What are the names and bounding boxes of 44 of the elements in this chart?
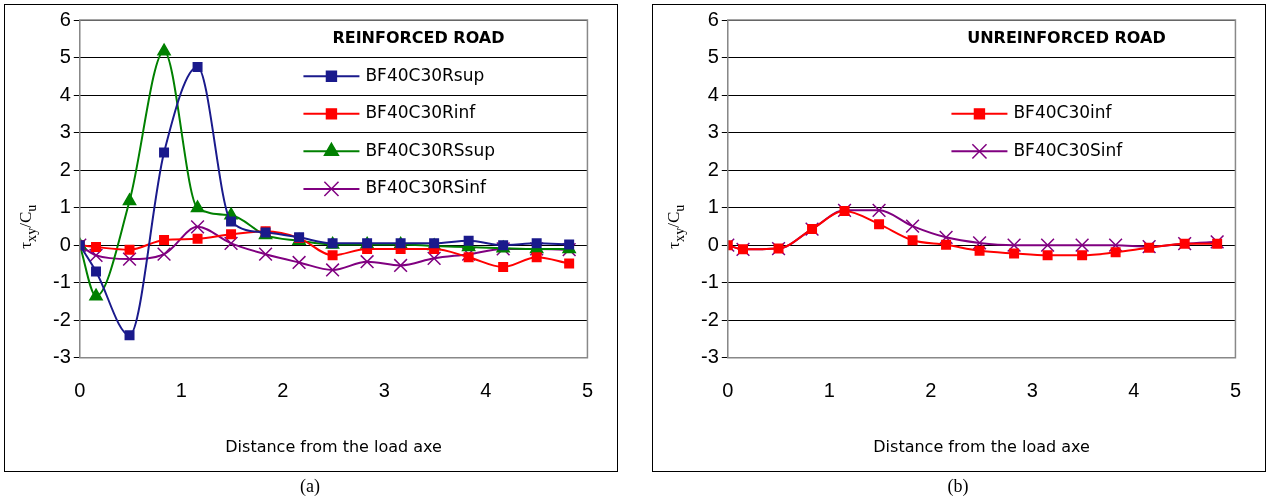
y-tick-label: 6: [707, 7, 719, 30]
text: (a): [299, 476, 321, 497]
y-tick-label: 0: [59, 232, 71, 255]
text: REINFORCED ROAD: [332, 27, 505, 47]
legend-label: BF40C30inf: [1013, 102, 1113, 123]
x-tick-label: 0: [722, 379, 734, 402]
y-tick-label: -1: [700, 270, 719, 293]
x-tick-label: 2: [277, 379, 289, 402]
y-tick-label: -1: [52, 270, 71, 293]
y-tick-label: 1: [59, 195, 71, 218]
y-tick-label: 4: [707, 82, 719, 105]
x-tick-label: 5: [581, 379, 593, 402]
x-tick-label: 5: [1229, 379, 1241, 402]
y-tick-label: 2: [59, 157, 71, 180]
y-tick-label: 2: [707, 157, 719, 180]
x-tick-label: 3: [1026, 379, 1038, 402]
y-tick-label: -2: [700, 307, 719, 330]
legend-label: BF40C30RSsup: [365, 139, 496, 160]
x-axis-title: Distance from the load axe: [873, 436, 1090, 456]
y-tick-label: 3: [59, 120, 71, 143]
y-tick-label: 4: [59, 82, 71, 105]
y-tick-label: 1: [707, 195, 719, 218]
y-tick-label: 0: [707, 232, 719, 255]
y-tick-label: 6: [59, 7, 71, 30]
x-axis-title: Distance from the load axe: [225, 436, 442, 456]
text: (b): [946, 476, 970, 497]
x-tick-label: 2: [925, 379, 937, 402]
legend-label: BF40C30Rinf: [365, 102, 477, 123]
x-tick-label: 0: [74, 379, 86, 402]
y-tick-label: -2: [52, 307, 71, 330]
x-tick-label: 1: [823, 379, 835, 402]
y-tick-label: -3: [52, 345, 71, 368]
y-tick-label: 5: [59, 45, 71, 68]
y-tick-label: 3: [707, 120, 719, 143]
y-tick-label: 5: [707, 45, 719, 68]
y-tick-label: -3: [700, 345, 719, 368]
x-tick-label: 4: [480, 379, 492, 402]
legend-label: BF40C30RSinf: [365, 177, 488, 198]
x-tick-label: 1: [175, 379, 187, 402]
text: UNREINFORCED ROAD: [967, 27, 1166, 47]
legend-label: BF40C30Sinf: [1013, 139, 1124, 160]
x-tick-label: 3: [378, 379, 390, 402]
x-tick-label: 4: [1128, 379, 1140, 402]
legend-label: BF40C30Rsup: [365, 64, 485, 85]
